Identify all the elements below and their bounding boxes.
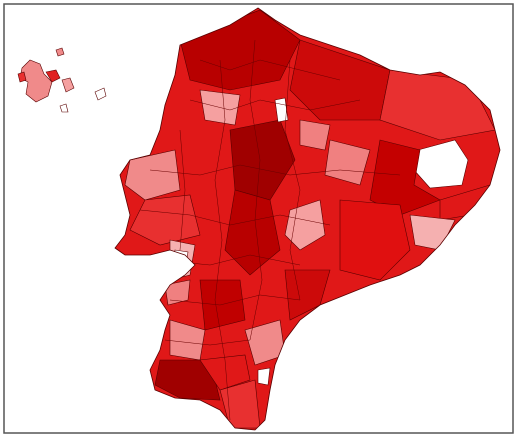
galapagos-islands: [17, 47, 107, 113]
country-outline: [114, 7, 501, 431]
parishes: [124, 9, 496, 429]
parish-borders: [139, 39, 401, 421]
